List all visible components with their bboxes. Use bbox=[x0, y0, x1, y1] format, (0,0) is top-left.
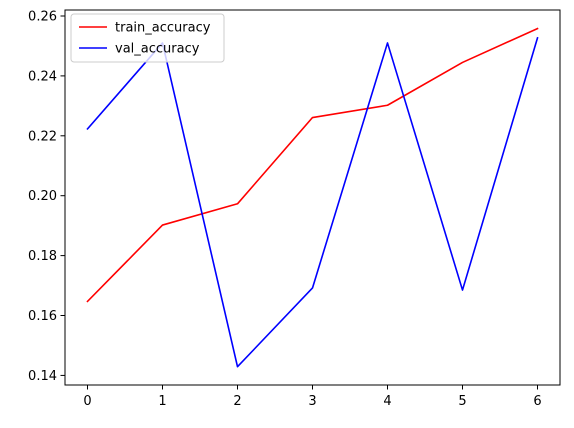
y-tick-label-5: 0.24 bbox=[28, 69, 57, 84]
legend: train_accuracy val_accuracy bbox=[71, 14, 224, 62]
legend-label-0: train_accuracy bbox=[115, 21, 211, 36]
x-axis: 0 1 2 3 4 5 6 bbox=[83, 385, 541, 409]
series-line-0 bbox=[88, 29, 538, 302]
y-tick-label-2: 0.18 bbox=[28, 249, 57, 264]
x-tick-label-1: 1 bbox=[158, 394, 166, 409]
y-tick-label-0: 0.14 bbox=[28, 369, 57, 384]
y-axis: 0.14 0.16 0.18 0.20 0.22 0.24 0.26 bbox=[28, 9, 65, 383]
x-tick-label-5: 5 bbox=[458, 394, 466, 409]
y-tick-label-6: 0.26 bbox=[28, 9, 57, 24]
x-tick-label-6: 6 bbox=[533, 394, 541, 409]
x-tick-label-0: 0 bbox=[83, 394, 91, 409]
plot-area bbox=[65, 10, 560, 385]
plot-frame bbox=[65, 10, 560, 385]
y-tick-label-1: 0.16 bbox=[28, 309, 57, 324]
y-tick-label-3: 0.20 bbox=[28, 189, 57, 204]
series-layer bbox=[87, 29, 537, 367]
series-line-1 bbox=[88, 38, 538, 367]
x-tick-label-3: 3 bbox=[308, 394, 316, 409]
x-tick-label-2: 2 bbox=[233, 394, 241, 409]
y-tick-label-4: 0.22 bbox=[28, 129, 57, 144]
legend-label-1: val_accuracy bbox=[115, 42, 200, 57]
x-tick-label-4: 4 bbox=[383, 394, 391, 409]
